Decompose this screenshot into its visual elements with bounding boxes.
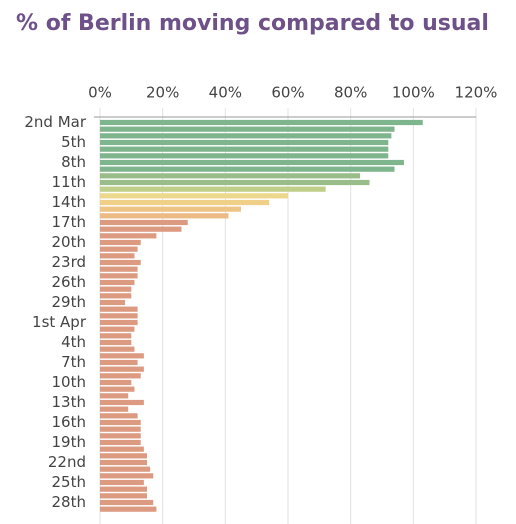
bar — [100, 333, 132, 339]
bar — [100, 133, 392, 139]
y-tick-label: 26th — [52, 273, 86, 291]
bar — [100, 199, 270, 206]
bar — [100, 119, 423, 126]
bar — [100, 126, 395, 132]
bar — [100, 153, 389, 159]
bar — [100, 319, 138, 326]
y-tick-label: 17th — [52, 213, 86, 231]
bar — [100, 266, 138, 272]
bar — [100, 259, 141, 266]
bar — [100, 459, 147, 466]
bar — [100, 433, 141, 439]
bar — [100, 419, 141, 426]
y-tick-label: 13th — [52, 393, 86, 411]
bar — [100, 226, 182, 232]
bar — [100, 493, 147, 499]
bar — [100, 393, 129, 399]
y-tick-label: 14th — [52, 193, 86, 211]
bar — [100, 486, 147, 492]
y-tick-label: 7th — [61, 353, 86, 371]
bar — [100, 306, 138, 312]
bar — [100, 466, 151, 472]
bar — [100, 206, 241, 212]
y-tick-label: 4th — [61, 333, 86, 351]
y-tick-label: 1st Apr — [32, 313, 87, 331]
bar — [100, 146, 389, 152]
bar — [100, 313, 138, 319]
y-tick-label: 20th — [52, 233, 86, 251]
bar — [100, 439, 141, 446]
x-tick-label: 80% — [334, 84, 367, 102]
x-tick-label: 40% — [209, 84, 242, 102]
y-tick-label: 8th — [61, 153, 86, 171]
chart-title: % of Berlin moving compared to usual — [16, 11, 489, 36]
bar — [100, 293, 132, 299]
y-tick-label: 16th — [52, 413, 86, 431]
bar — [100, 339, 132, 346]
bar — [100, 379, 132, 386]
x-tick-label: 0% — [88, 84, 112, 102]
bar — [100, 426, 141, 432]
bar — [100, 326, 135, 332]
bar — [100, 413, 138, 419]
y-tick-label: 28th — [52, 493, 86, 511]
y-tick-label: 5th — [61, 133, 86, 151]
x-tick-label: 60% — [271, 84, 304, 102]
x-tick-label: 100% — [392, 84, 435, 102]
bar — [100, 346, 135, 352]
x-tick-label: 20% — [146, 84, 179, 102]
bar — [100, 299, 126, 306]
bar — [100, 279, 135, 286]
bar — [100, 499, 154, 506]
bar — [100, 446, 144, 452]
bar — [100, 286, 132, 292]
y-tick-label: 25th — [52, 473, 86, 491]
bar — [100, 166, 395, 172]
bar — [100, 253, 135, 259]
bar — [100, 179, 370, 186]
bar — [100, 453, 147, 459]
bar — [100, 359, 138, 366]
bar — [100, 173, 361, 179]
bar — [100, 353, 144, 359]
bar — [100, 219, 188, 226]
bar — [100, 233, 157, 239]
x-tick-label: 120% — [455, 84, 498, 102]
bar — [100, 186, 326, 192]
y-tick-label: 11th — [52, 173, 86, 191]
y-tick-label: 19th — [52, 433, 86, 451]
y-tick-label: 29th — [52, 293, 86, 311]
bar — [100, 373, 141, 379]
bar — [100, 213, 229, 219]
bar — [100, 406, 129, 412]
y-tick-label: 23rd — [51, 253, 86, 271]
y-tick-label: 22nd — [48, 453, 86, 471]
bar — [100, 273, 138, 279]
y-tick-label: 2nd Mar — [24, 113, 86, 131]
bar — [100, 159, 404, 166]
bar — [100, 246, 138, 252]
y-tick-label: 10th — [52, 373, 86, 391]
bar — [100, 139, 389, 146]
bar — [100, 239, 141, 246]
bar — [100, 193, 288, 199]
bar — [100, 479, 144, 486]
bar — [100, 366, 144, 372]
bar — [100, 386, 135, 392]
bar — [100, 473, 154, 479]
bar — [100, 506, 157, 512]
bar — [100, 399, 144, 406]
